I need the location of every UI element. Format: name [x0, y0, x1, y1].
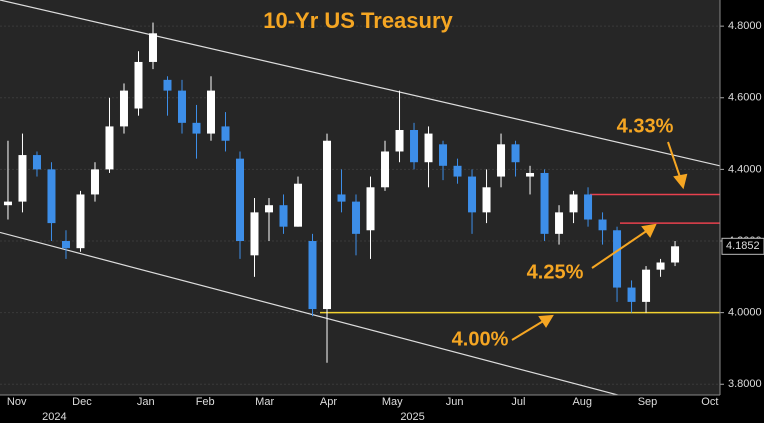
candle-body [76, 194, 85, 249]
candle-body [395, 129, 404, 152]
candle-body [308, 241, 317, 310]
arrow [511, 319, 546, 341]
y-tick-label: 4.8000 [728, 20, 762, 32]
y-tick-label: 4.4000 [728, 163, 762, 175]
candle-body [47, 169, 56, 224]
year-label: 2025 [400, 411, 424, 423]
x-tick-label: May [382, 396, 403, 408]
candle-body [18, 155, 27, 202]
candle-body [453, 165, 462, 177]
candle-body [410, 129, 419, 163]
candle-body [526, 172, 535, 177]
trendline [0, 231, 621, 395]
candle-body [177, 90, 186, 123]
candle-body [424, 133, 433, 163]
candle-body [265, 205, 274, 213]
x-tick-label: Sep [638, 396, 658, 408]
candle-body [468, 176, 477, 213]
candle-body [497, 144, 506, 177]
last-price-label: 4.1852 [726, 240, 760, 252]
candle-body [90, 169, 99, 195]
candle-body [656, 262, 665, 270]
candle-body [337, 194, 346, 202]
candle-body [250, 212, 259, 256]
arrow-head [641, 223, 657, 238]
x-tick-label: Nov [7, 396, 27, 408]
x-tick-label: Jul [511, 396, 525, 408]
candle-body [294, 183, 303, 227]
candle-body [584, 194, 593, 220]
candle-body [613, 230, 622, 288]
x-tick-label: Dec [72, 396, 92, 408]
plot-area [0, 0, 720, 395]
arrow-head [538, 314, 554, 328]
candle-body [148, 33, 157, 62]
arrow [591, 229, 649, 269]
y-tick-label: 3.8000 [728, 378, 762, 390]
arrows [511, 141, 688, 341]
candle-body [192, 122, 201, 134]
candle-body [642, 269, 651, 302]
candle-body [511, 144, 520, 163]
candle-body [352, 201, 361, 234]
candle-body [221, 126, 230, 141]
candle-body [381, 151, 390, 188]
arrow [667, 141, 682, 181]
candle-body [119, 90, 128, 127]
candle-body [323, 140, 332, 310]
candle-body [236, 158, 244, 242]
candle-body [439, 144, 448, 166]
candle-body [569, 194, 578, 213]
candle-body [206, 90, 215, 134]
candle-body [366, 187, 375, 231]
level-annotation: 4.25% [527, 261, 584, 283]
year-label: 2024 [42, 411, 66, 423]
candle-body [3, 201, 12, 206]
level-annotation: 4.33% [617, 115, 674, 137]
candle-body [540, 172, 549, 234]
candle-body [105, 126, 114, 170]
candle-body [32, 155, 41, 170]
x-tick-label: Apr [320, 396, 337, 408]
candle-body [555, 212, 564, 234]
candle-body [134, 61, 143, 109]
y-tick-label: 4.6000 [728, 92, 762, 104]
last-price-box [721, 237, 764, 255]
overlay [0, 0, 720, 395]
candles [3, 22, 680, 363]
chart-title: 10-Yr US Treasury [263, 8, 453, 33]
candle-body [627, 287, 636, 302]
candle-body [61, 241, 70, 249]
candle-body [482, 187, 491, 213]
trendline [0, 0, 720, 167]
candle-body [671, 246, 680, 263]
candle-body [279, 205, 288, 227]
x-tick-label: Feb [196, 396, 215, 408]
arrow-head [673, 173, 688, 190]
candle-body [163, 79, 172, 91]
candle-body [598, 219, 607, 231]
x-tick-label: Mar [255, 396, 274, 408]
x-tick-label: Aug [572, 396, 592, 408]
y-tick-label: 4.0000 [728, 307, 762, 319]
x-tick-label: Oct [701, 396, 718, 408]
x-tick-label: Jun [446, 396, 464, 408]
x-tick-label: Jan [137, 396, 155, 408]
level-annotation: 4.00% [452, 328, 509, 350]
